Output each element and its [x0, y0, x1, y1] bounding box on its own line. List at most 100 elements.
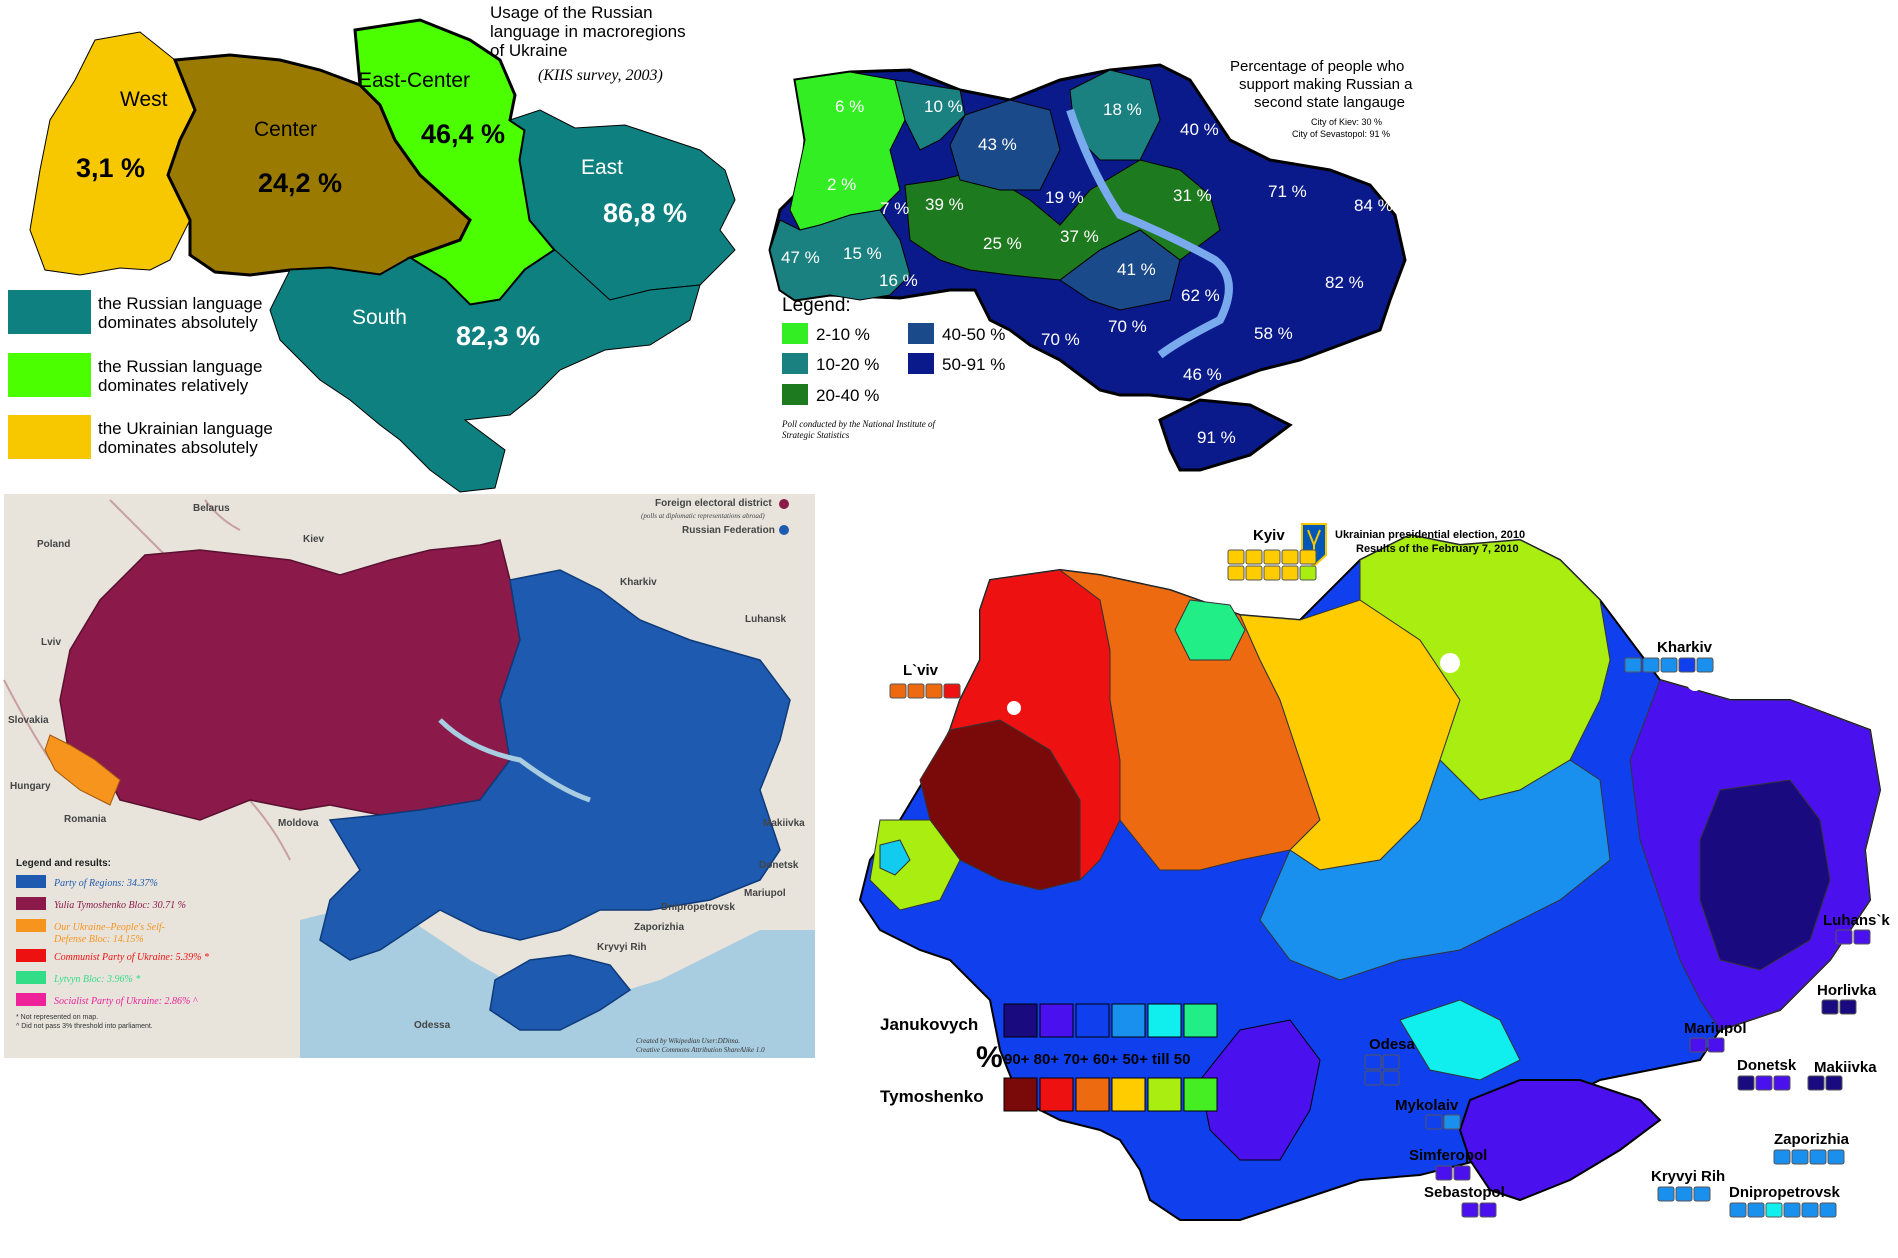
map2-value: 58 %	[1254, 324, 1293, 343]
legend-swatch-ukrainian-absolute	[8, 415, 91, 459]
map2-value: 71 %	[1268, 182, 1307, 201]
foreign-seat-dot	[779, 499, 789, 509]
map4-green-kyiv	[1174, 599, 1246, 661]
legend-swatch-tymoshenko	[1075, 1077, 1110, 1112]
map3-legend-label: Communist Party of Ukraine: 5.39% *	[54, 952, 209, 963]
seat-box	[1245, 565, 1263, 581]
legend-tymoshenko-label: Tymoshenko	[880, 1087, 984, 1106]
map2-value: 6 %	[835, 97, 864, 116]
map1-title-line: of Ukraine	[490, 41, 567, 60]
map4-cyan-small	[879, 839, 911, 876]
map2-value: 7 %	[880, 199, 909, 218]
seat-box	[1807, 1075, 1825, 1091]
seat-box	[1773, 1149, 1791, 1165]
seat-box	[1693, 1186, 1711, 1202]
seat-box	[1245, 549, 1263, 565]
seat-box	[1707, 1037, 1725, 1053]
legend-swatch-janukovych	[1003, 1003, 1038, 1038]
seat-box	[1783, 1202, 1801, 1218]
region-label-east: East	[581, 156, 623, 179]
map3-river	[438, 718, 591, 803]
seat-box	[925, 683, 943, 699]
legend-swatch-janukovych	[1039, 1003, 1074, 1038]
map2-legend-swatch	[908, 323, 934, 344]
seat-box	[1819, 1202, 1837, 1218]
seat-box	[1821, 999, 1839, 1015]
map2-value: 43 %	[978, 135, 1017, 154]
map3-legend-swatch	[16, 897, 46, 910]
map3-legend-label: Socialist Party of Ukraine: 2.86% ^	[54, 996, 198, 1007]
seat-box	[1747, 1202, 1765, 1218]
map3-legend-label: Our Ukraine–People's Self-	[54, 922, 165, 933]
seat-box	[1263, 549, 1281, 565]
map2-title-line: Percentage of people who	[1230, 58, 1404, 75]
seat-box	[1364, 1054, 1382, 1070]
city-label-zaporizhia: Zaporizhia	[1774, 1131, 1850, 1148]
seat-box	[1299, 565, 1317, 581]
map3-legend-swatch	[16, 993, 46, 1006]
map4-kyiv-city	[1440, 653, 1460, 673]
city-label-makiivka: Makiivka	[1814, 1059, 1877, 1076]
map2-river-dnipro	[1066, 108, 1233, 359]
region-label-west: West	[120, 88, 168, 111]
map3-foreign-rf: Russian Federation	[682, 525, 775, 536]
seat-box	[1729, 1202, 1747, 1218]
map2-legend-swatch	[782, 323, 808, 344]
legend-label: the Russian language	[98, 294, 262, 313]
city-label-lviv: L`viv	[903, 662, 939, 679]
legend-label: the Ukrainian language	[98, 419, 273, 438]
seat-box	[943, 683, 961, 699]
map3-crimea	[489, 954, 632, 1031]
region-label-east-center: East-Center	[358, 69, 470, 92]
map-parliament-election: Belarus Poland Slovakia Hungary Romania …	[3, 494, 815, 1058]
map2-legend-title: Legend:	[782, 295, 851, 316]
map4-lime-area	[1359, 534, 1611, 801]
region-value-center: 24,2 %	[258, 168, 342, 198]
map-presidential-election: Ukrainian presidential election, 2010 Re…	[858, 523, 1890, 1221]
map1-title-line: Usage of the Russian	[490, 3, 653, 22]
seat-box	[1853, 929, 1871, 945]
map2-legend-swatch	[782, 353, 808, 374]
map2-value: 19 %	[1045, 188, 1084, 207]
map3-tymoshenko-area	[59, 539, 521, 821]
map2-note: City of Sevastopol: 91 %	[1292, 129, 1390, 139]
city-label-dnipropetrovsk: Dnipropetrovsk	[661, 902, 735, 913]
map2-value: 91 %	[1197, 428, 1236, 447]
seat-box	[907, 683, 925, 699]
city-label-kharkiv: Kharkiv	[620, 577, 657, 588]
country-label-hungary: Hungary	[10, 781, 51, 792]
map3-ourukraine-area	[44, 734, 121, 806]
seat-box	[1835, 929, 1853, 945]
city-label-odesa: Odesa	[1369, 1036, 1416, 1053]
map3-foreign-sub: (polls at diplomatic representations abr…	[641, 512, 765, 520]
map2-value: 16 %	[879, 271, 918, 290]
map2-value: 41 %	[1117, 260, 1156, 279]
seat-box	[1281, 565, 1299, 581]
seat-box	[1382, 1054, 1400, 1070]
map2-legend-swatch	[782, 384, 808, 405]
map-language-usage: Usage of the Russian language in macrore…	[8, 3, 736, 493]
seat-box	[1791, 1149, 1809, 1165]
map3-legend-swatch	[16, 875, 46, 888]
map3-legend-label: Party of Regions: 34.37%	[53, 878, 158, 889]
map2-value: 84 %	[1354, 196, 1393, 215]
city-label-kryvyi-rih: Kryvyi Rih	[597, 942, 646, 953]
map2-value: 31 %	[1173, 186, 1212, 205]
map3-credit: Created by Wikipedian User:DDima.	[636, 1037, 740, 1045]
map2-region-teal-north	[894, 79, 966, 151]
legend-swatch-janukovych	[1075, 1003, 1110, 1038]
city-label-mykolaiv: Mykolaiv	[1395, 1097, 1459, 1114]
map2-value: 39 %	[925, 195, 964, 214]
legend-swatch-tymoshenko	[1039, 1077, 1074, 1112]
seat-box	[1657, 1186, 1675, 1202]
city-label-zaporizhia: Zaporizhia	[634, 922, 684, 933]
seat-box	[1227, 549, 1245, 565]
city-label-kharkiv: Kharkiv	[1657, 639, 1713, 656]
legend-swatch-russian-absolute	[8, 290, 91, 334]
seat-box	[1461, 1202, 1479, 1218]
map4-title-line: Ukrainian presidential election, 2010	[1335, 529, 1525, 541]
seat-box	[1660, 657, 1678, 673]
region-east	[508, 109, 736, 301]
city-label-kyiv: Kyiv	[1253, 527, 1285, 544]
seat-box	[1773, 1075, 1791, 1091]
